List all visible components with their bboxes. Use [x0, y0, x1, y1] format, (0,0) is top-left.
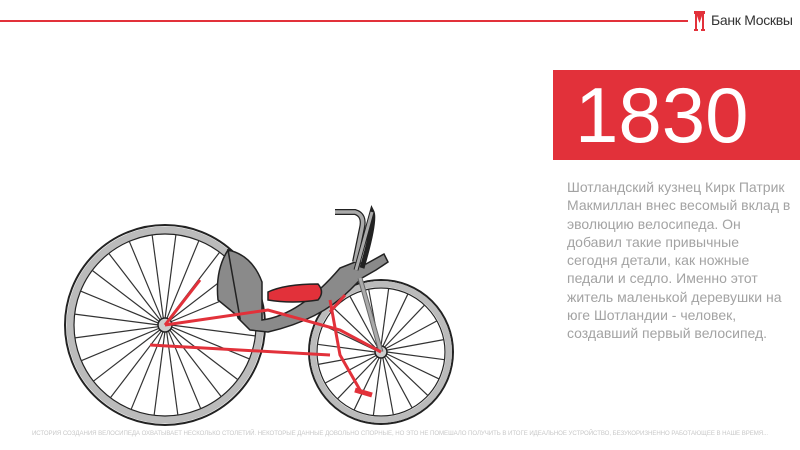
wheel-spoke [74, 313, 160, 326]
wheel-spoke [109, 329, 163, 399]
wheel-spoke [81, 327, 161, 362]
wheel-spoke [169, 327, 239, 381]
wheel-spoke [128, 241, 163, 321]
year-title: 1830 [575, 71, 749, 159]
wheel-spoke [151, 234, 165, 320]
wheel-spoke [353, 357, 380, 411]
wheel-spoke [380, 288, 390, 347]
wheel-spoke [165, 330, 179, 416]
wheel-spoke [386, 353, 440, 380]
wheel-spoke [382, 357, 394, 415]
wheel-spoke [168, 328, 222, 397]
wheel-spoke [164, 234, 177, 320]
wheel-spoke [349, 295, 379, 348]
wheel-spoke [386, 351, 445, 361]
wheel-spoke [130, 330, 165, 410]
footer-caption: ИСТОРИЯ СОЗДАНИЯ ВЕЛОСИПЕДА ОХВАТЫВАЕТ Н… [31, 430, 769, 437]
wheel-spoke [153, 330, 166, 416]
wheel-spoke [170, 325, 250, 360]
wheel-spoke [382, 293, 409, 347]
wheel-spoke [386, 339, 444, 351]
wheel-spoke [322, 324, 376, 351]
wheel-spoke [337, 356, 378, 400]
bank-logo-icon [694, 11, 705, 31]
bicycle-frame [216, 205, 389, 353]
wheel-spoke [333, 308, 377, 349]
wheel-spoke [385, 355, 429, 396]
wheel-spoke [383, 356, 413, 409]
wheel-spoke [167, 329, 202, 409]
wheel-spoke [318, 353, 376, 365]
pedal-rods [149, 279, 382, 398]
wheel-spoke [385, 320, 438, 350]
year-description: Шотландский кузнец Кирк Патрик Макмиллан… [567, 179, 791, 342]
brand-name: Банк Москвы [711, 12, 793, 28]
rear-wheel [308, 279, 454, 425]
wheel-spoke [170, 324, 256, 337]
wheel-spoke [372, 357, 382, 416]
wheel-spoke [93, 328, 162, 382]
wheel-spoke [80, 290, 160, 325]
wheel-spoke [165, 240, 200, 320]
wheel-spoke [74, 325, 160, 339]
wheel-spoke [108, 253, 162, 322]
year-banner [553, 70, 800, 160]
wheel-spoke [91, 269, 161, 323]
wheel-spoke [384, 304, 425, 348]
wheel-spoke [324, 354, 377, 384]
header-divider [0, 20, 688, 22]
wheel-spoke [317, 343, 376, 353]
brand-logo[interactable]: Банк Москвы [694, 9, 793, 31]
